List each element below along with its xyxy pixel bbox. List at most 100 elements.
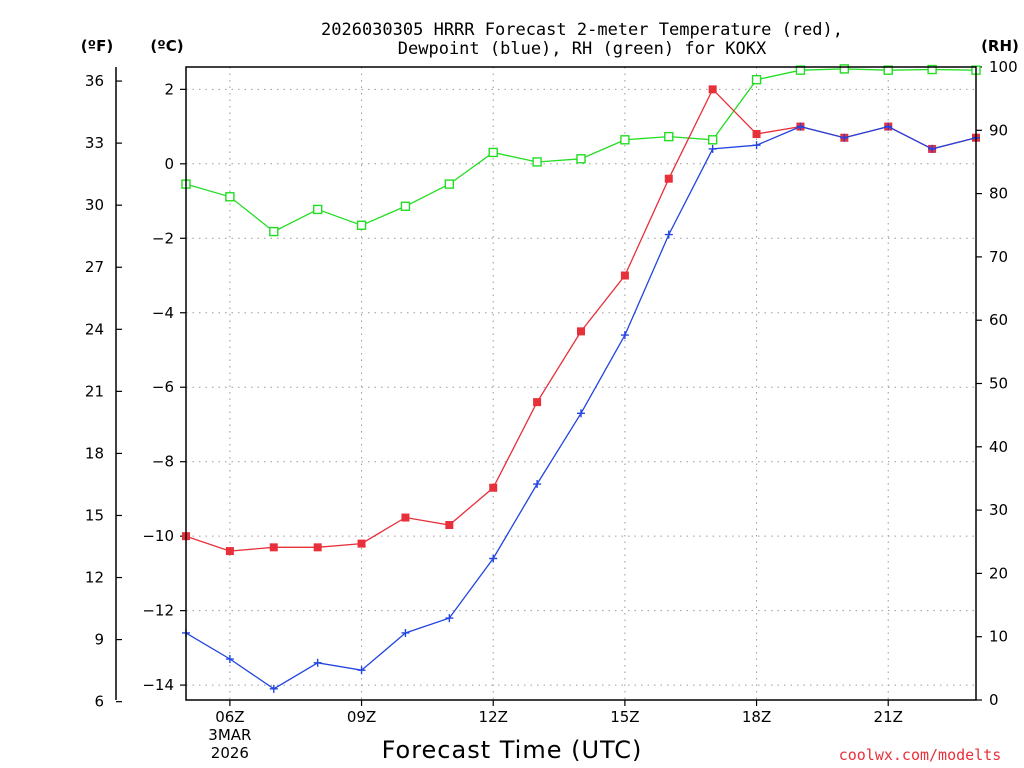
x-tick-label: 15Z <box>610 708 639 726</box>
temperature-point <box>445 520 454 529</box>
rh-unit-label: (RH) <box>981 37 1019 55</box>
x-tick-label: 12Z <box>479 708 508 726</box>
rh-point <box>532 157 542 167</box>
celsius-tick-label: 0 <box>164 155 174 173</box>
fahrenheit-unit-label: (ºF) <box>81 37 113 55</box>
series-layer <box>181 64 981 693</box>
rh-point <box>620 135 630 145</box>
rh-tick-label: 70 <box>989 248 1008 266</box>
dewpoint-line <box>185 125 977 690</box>
dewpoint-point <box>928 144 937 153</box>
rh-point <box>356 220 367 230</box>
fahrenheit-tick-label: 9 <box>94 631 104 649</box>
rh-point <box>400 201 411 211</box>
temperature-point <box>313 543 322 552</box>
fahrenheit-tick-label: 24 <box>85 320 104 338</box>
grid-lines <box>186 67 976 700</box>
temperature-point <box>225 547 234 556</box>
chart-title-line1: 2026030305 HRRR Forecast 2-meter Tempera… <box>321 20 843 40</box>
dewpoint-point <box>269 684 278 693</box>
rh-tick-label: 60 <box>989 311 1008 329</box>
rh-tick-label: 40 <box>989 438 1008 456</box>
celsius-tick-label: −14 <box>142 676 174 694</box>
dewpoint-point <box>357 666 366 675</box>
celsius-tick-label: −8 <box>152 453 174 471</box>
rh-point <box>225 192 235 202</box>
celsius-unit-label: (ºC) <box>150 37 183 55</box>
temperature-point <box>401 513 410 522</box>
dewpoint-point <box>313 658 322 667</box>
x-axis-title: Forecast Time (UTC) <box>382 736 643 764</box>
dewpoint-point <box>225 655 234 664</box>
celsius-tick-label: 2 <box>164 80 174 98</box>
fahrenheit-tick-label: 18 <box>85 444 104 462</box>
x-tick-label: 06Z <box>215 708 244 726</box>
rh-point <box>707 135 718 145</box>
celsius-tick-label: −2 <box>152 229 174 247</box>
rh-point <box>312 204 323 215</box>
rh-tick-label: 30 <box>989 501 1008 519</box>
temperature-point <box>708 85 717 94</box>
celsius-tick-label: −6 <box>152 378 174 396</box>
chart-title-line2: Dewpoint (blue), RH (green) for KOKX <box>398 39 767 59</box>
temperature-point <box>577 327 585 336</box>
fahrenheit-tick-label: 36 <box>85 72 104 90</box>
rh-line <box>185 68 977 233</box>
rh-point <box>751 74 762 85</box>
rh-point <box>488 147 498 158</box>
temperature-point <box>620 271 629 280</box>
credit-text: coolwx.com/modelts <box>839 746 1002 764</box>
fahrenheit-tick-label: 30 <box>85 196 104 214</box>
temperature-point <box>357 539 366 548</box>
rh-tick-label: 10 <box>989 628 1008 646</box>
dewpoint-point <box>445 614 454 623</box>
dewpoint-point <box>840 133 849 142</box>
x-tick-date: 3MAR <box>208 726 251 744</box>
plot-frame <box>185 66 977 701</box>
dewpoint-point <box>708 144 717 153</box>
x-tick-label: 18Z <box>742 708 771 726</box>
rh-point <box>576 154 586 164</box>
rh-tick-label: 100 <box>989 58 1018 76</box>
rh-point <box>795 65 806 75</box>
dewpoint-point <box>664 230 673 239</box>
rh-tick-label: 80 <box>989 185 1008 203</box>
temperature-point <box>489 483 498 492</box>
dewpoint-point <box>401 628 410 637</box>
dewpoint-point <box>489 554 498 563</box>
fahrenheit-tick-label: 6 <box>94 693 104 711</box>
temperature-point <box>664 174 673 183</box>
rh-tick-label: 20 <box>989 564 1008 582</box>
rh-point <box>883 65 893 75</box>
fahrenheit-tick-label: 27 <box>85 258 104 276</box>
fahrenheit-tick-label: 21 <box>85 382 104 400</box>
dewpoint-point <box>577 409 585 418</box>
x-tick-year: 2026 <box>211 744 249 762</box>
dewpoint-point <box>884 122 893 131</box>
x-tick-label: 09Z <box>347 708 376 726</box>
rh-point <box>839 64 850 74</box>
rh-tick-label: 90 <box>989 121 1008 139</box>
temperature-point <box>269 543 278 552</box>
celsius-tick-label: −12 <box>142 602 174 620</box>
rh-point <box>664 131 674 142</box>
rh-point <box>444 179 455 189</box>
celsius-tick-label: −10 <box>142 527 174 545</box>
rh-point <box>927 64 937 75</box>
celsius-axis: 2 0 −2 −4 −6 −8 −10 −12 −14 <box>142 80 186 694</box>
rh-point <box>269 226 279 237</box>
fahrenheit-axis: 36 33 30 27 24 21 18 15 12 9 6 <box>85 72 122 711</box>
dewpoint-point <box>533 480 542 489</box>
fahrenheit-tick-label: 12 <box>85 569 104 587</box>
fahrenheit-tick-label: 33 <box>85 134 104 152</box>
dewpoint-point <box>796 122 805 131</box>
x-tick-label: 21Z <box>874 708 903 726</box>
temperature-point <box>533 398 542 407</box>
rh-tick-label: 0 <box>989 691 999 709</box>
celsius-tick-label: −4 <box>152 304 174 322</box>
fahrenheit-tick-label: 15 <box>85 506 104 524</box>
dewpoint-point <box>620 331 629 340</box>
